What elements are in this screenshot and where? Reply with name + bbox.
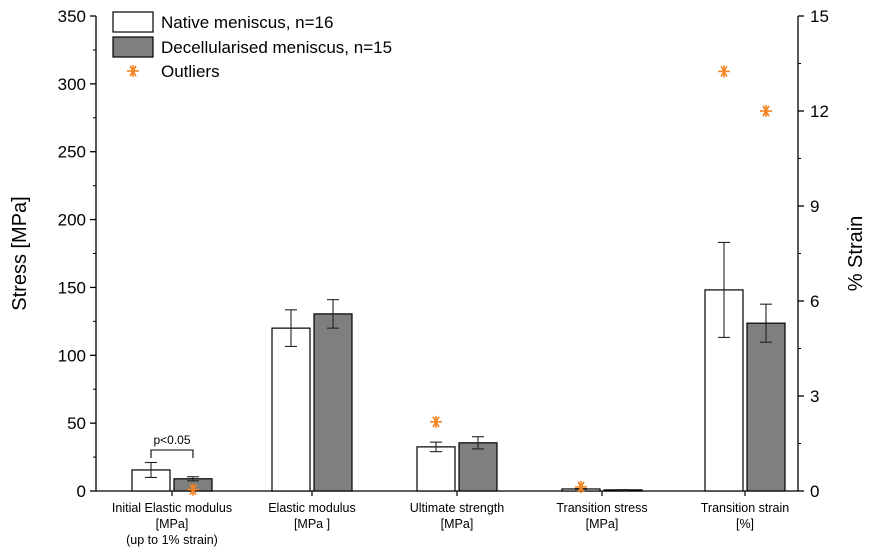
category-label: [%]	[736, 517, 754, 531]
outlier-marker	[760, 105, 772, 117]
left-tick-label: 50	[67, 414, 86, 433]
outlier-marker	[575, 480, 587, 493]
category-label: Elastic modulus	[268, 501, 356, 515]
category-label: [MPa]	[441, 517, 474, 531]
significance-label: p<0.05	[153, 433, 190, 447]
right-tick-label: 6	[810, 292, 819, 311]
legend-label-outliers: Outliers	[161, 62, 220, 81]
left-tick-label: 300	[58, 75, 86, 94]
category-label: Ultimate strength	[410, 501, 505, 515]
right-tick-label: 3	[810, 387, 819, 406]
bar-decellularised	[746, 322, 786, 492]
outlier-marker	[718, 65, 730, 78]
category-label: Initial Elastic modulus	[112, 501, 232, 515]
category-label: [MPa]	[156, 517, 189, 531]
bar-decellularised	[313, 313, 353, 492]
significance-bracket	[150, 449, 194, 458]
legend-label-native: Native meniscus, n=16	[161, 13, 333, 32]
y-axis-title: Stress [MPa]	[9, 196, 31, 310]
outlier-marker	[430, 415, 442, 428]
left-tick-label: 150	[58, 278, 86, 297]
right-tick-label: 0	[810, 482, 819, 501]
legend-swatch-native	[112, 11, 154, 33]
left-tick-label: 350	[58, 7, 86, 26]
bar-native	[416, 446, 456, 492]
left-tick-label: 200	[58, 211, 86, 230]
left-tick-label: 250	[58, 143, 86, 162]
left-tick-label: 0	[77, 482, 86, 501]
category-label: Transition stress	[556, 501, 647, 515]
legend-label-decellularised: Decellularised meniscus, n=15	[161, 38, 392, 57]
outlier-marker	[187, 483, 199, 496]
bar-decellularised	[458, 442, 498, 492]
right-tick-label: 9	[810, 197, 819, 216]
category-label: Transition strain	[701, 501, 790, 515]
bar-native	[271, 327, 311, 492]
legend-outlier-icon	[127, 65, 139, 77]
legend-swatch-decellularised	[112, 36, 154, 58]
category-label: [MPa]	[586, 517, 619, 531]
right-tick-label: 15	[810, 7, 829, 26]
y2-axis-title: % Strain	[845, 216, 867, 292]
left-tick-label: 100	[58, 346, 86, 365]
right-tick-label: 12	[810, 102, 829, 121]
category-label: [MPa ]	[294, 517, 330, 531]
category-label: (up to 1% strain)	[126, 533, 218, 547]
